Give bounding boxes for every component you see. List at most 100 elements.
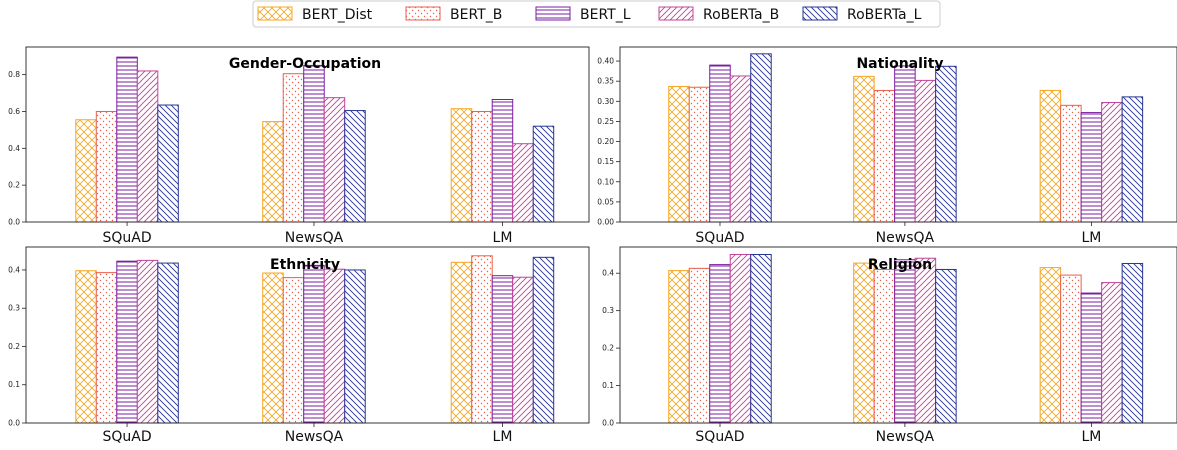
bar	[136, 70, 159, 223]
chart-panel: SQuAD NewsQA LM 0.0 0.2 0.4 0.6 0.8 Gender-Occup…	[8, 46, 590, 246]
bar	[282, 277, 305, 424]
bar	[1039, 89, 1062, 223]
bar	[512, 276, 534, 424]
y-tick-label: 0.8	[8, 70, 20, 79]
category-tick-label: LM	[1081, 429, 1101, 445]
category-tick-label: SQuAD	[695, 429, 744, 445]
panel-title: Ethnicity	[270, 257, 340, 273]
legend-label: RoBERTa_L	[847, 7, 922, 23]
y-tick-label: 0.4	[8, 265, 20, 274]
legend-label: BERT_B	[450, 7, 502, 23]
chart-panels: SQuAD NewsQA LM 0.0 0.2 0.4 0.6 0.8 Gender-Occup…	[8, 46, 1177, 445]
bar	[894, 65, 916, 223]
bar	[471, 110, 493, 223]
legend-entry: BERT_B	[405, 6, 502, 23]
category-tick-label: SQuAD	[102, 230, 151, 246]
bar	[157, 262, 179, 424]
legend-label: BERT_Dist	[302, 7, 373, 23]
bar	[75, 270, 97, 424]
bar	[344, 110, 366, 223]
bar	[95, 272, 118, 424]
bar	[262, 272, 284, 424]
axes-frame	[25, 246, 590, 424]
chart-panel: SQuAD NewsQA LM 0.0 0.1 0.2 0.3 0.4 Ethnicity	[8, 246, 590, 445]
category-tick-label: SQuAD	[102, 429, 151, 445]
bar	[914, 257, 937, 424]
bar	[262, 121, 284, 223]
y-tick-label: 0.4	[8, 144, 20, 153]
y-tick-label: 0.0	[8, 218, 20, 227]
bar	[75, 119, 97, 223]
bar	[303, 264, 325, 424]
y-tick-label: 0.00	[597, 218, 614, 227]
panel-title: Gender-Occupation	[229, 56, 381, 72]
bar	[1060, 104, 1082, 223]
bar	[750, 53, 772, 223]
legend-swatch	[257, 6, 293, 21]
y-tick-label: 0.15	[597, 157, 614, 166]
bar	[491, 99, 514, 223]
bar	[323, 97, 346, 223]
bar	[157, 104, 179, 223]
bar	[282, 73, 305, 223]
bar	[1060, 274, 1082, 424]
bar	[1101, 102, 1123, 223]
bar	[303, 64, 325, 223]
category-tick-label: LM	[493, 429, 513, 445]
bar	[709, 264, 731, 424]
y-tick-label: 0.10	[597, 177, 614, 186]
y-tick-label: 0.1	[8, 380, 20, 389]
legend-label: RoBERTa_B	[703, 7, 779, 23]
y-tick-label: 0.6	[8, 107, 20, 116]
bar	[450, 261, 473, 424]
legend-entry: BERT_L	[535, 6, 631, 23]
bar	[95, 110, 118, 223]
chart-panel: SQuAD NewsQA LM 0.0 0.1 0.2 0.3 0.4 Religion	[602, 246, 1177, 445]
bar	[136, 259, 159, 424]
y-tick-label: 0.2	[8, 181, 20, 190]
legend-entry: BERT_Dist	[257, 6, 373, 23]
bar	[532, 256, 555, 424]
bar	[750, 253, 772, 424]
category-tick-label: LM	[1081, 230, 1101, 246]
bar	[853, 262, 875, 424]
y-tick-label: 0.2	[8, 342, 20, 351]
bar	[853, 75, 875, 223]
bar	[729, 75, 752, 223]
legend-label: BERT_L	[580, 7, 631, 23]
bar	[344, 269, 366, 424]
legend-swatch	[535, 6, 571, 21]
category-tick-label: NewsQA	[285, 429, 344, 445]
y-tick-label: 0.3	[602, 306, 614, 315]
bar	[471, 255, 493, 424]
y-tick-label: 0.4	[602, 269, 614, 278]
bar	[873, 268, 896, 424]
bar	[688, 267, 711, 424]
y-tick-label: 0.40	[597, 57, 614, 66]
panel-title: Religion	[868, 257, 932, 273]
bar	[1101, 282, 1123, 424]
bar	[873, 89, 896, 223]
y-tick-label: 0.1	[602, 381, 614, 390]
legend: BERT_Dist BERT_B BERT_L RoBERTa_B RoBERTa_L	[252, 0, 941, 28]
bar	[668, 85, 690, 223]
bar	[512, 143, 534, 223]
axes-frame	[619, 46, 1177, 223]
bar	[323, 268, 346, 424]
axes-frame	[619, 246, 1177, 424]
category-tick-label: SQuAD	[695, 230, 744, 246]
bar	[450, 108, 473, 223]
panel-title: Nationality	[856, 56, 943, 72]
y-tick-label: 0.3	[8, 304, 20, 313]
y-tick-label: 0.0	[8, 419, 20, 428]
bar	[116, 260, 138, 424]
category-tick-label: LM	[493, 230, 513, 246]
bar	[914, 79, 937, 223]
bar	[1121, 96, 1144, 223]
category-tick-label: NewsQA	[876, 429, 935, 445]
legend-swatch	[405, 6, 441, 21]
bar	[1039, 267, 1062, 424]
legend-swatch	[658, 6, 694, 21]
legend-swatch	[802, 6, 838, 21]
